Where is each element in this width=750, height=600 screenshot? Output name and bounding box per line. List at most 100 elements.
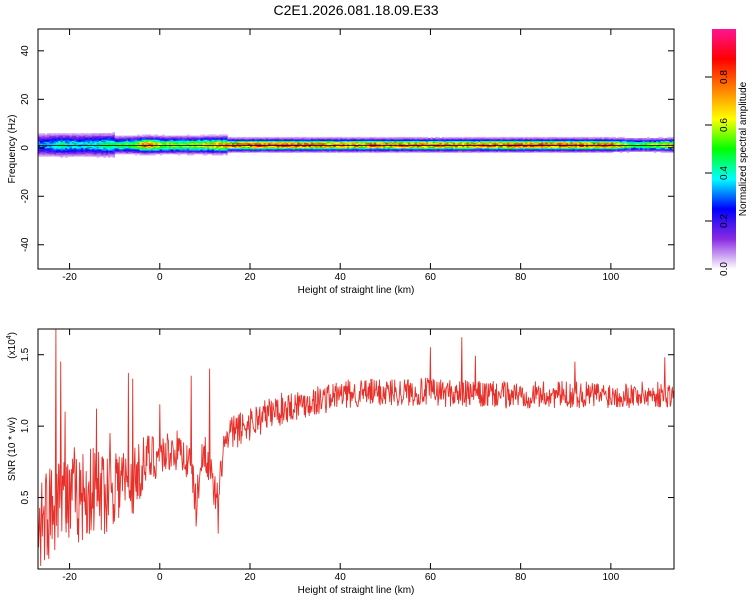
heat-cell (462, 149, 465, 151)
heat-cell (243, 136, 246, 139)
heat-cell (335, 139, 339, 141)
heat-cell (437, 140, 440, 143)
heat-cell (313, 139, 316, 141)
heat-cell (313, 140, 316, 143)
heat-cell (628, 144, 632, 146)
heat-cell (613, 146, 616, 149)
heat-cell (536, 151, 540, 154)
heat-cell (563, 138, 567, 140)
heat-cell (405, 150, 409, 152)
heat-cell (468, 149, 472, 151)
heat-cell (319, 146, 323, 149)
heat-cell (383, 145, 386, 147)
heat-cell (380, 149, 384, 151)
heat-cell (141, 142, 145, 145)
heat-cell (507, 149, 510, 151)
heat-cell (430, 142, 434, 145)
heat-cell (78, 136, 82, 139)
heat-cell (265, 145, 269, 147)
heat-cell (331, 140, 334, 143)
heat-cell (38, 147, 41, 150)
heat-cell (549, 144, 553, 146)
heat-cell (254, 145, 258, 147)
heat-cell (599, 151, 603, 154)
heat-cell (552, 138, 555, 140)
heat-cell (637, 145, 641, 147)
heat-cell (396, 145, 400, 147)
heat-cell (150, 144, 154, 146)
heat-cell (189, 149, 192, 151)
heat-cell (669, 144, 673, 146)
heat-cell (164, 138, 167, 140)
heat-cell (155, 139, 158, 141)
heat-cell (103, 151, 107, 154)
heat-cell (664, 140, 668, 143)
heat-cell (209, 135, 213, 138)
heat-cell (76, 153, 79, 156)
heat-cell (96, 149, 100, 151)
heat-cell (531, 144, 535, 146)
heat-cell (462, 138, 465, 140)
heat-cell (531, 136, 535, 139)
heat-cell (637, 150, 641, 152)
heat-cell (137, 138, 140, 140)
heat-cell (308, 140, 312, 143)
heat-cell (441, 139, 445, 141)
heat-cell (644, 139, 648, 141)
heat-cell (38, 134, 41, 137)
heat-cell (38, 138, 41, 140)
heat-cell (71, 147, 75, 150)
heat-cell (153, 147, 156, 150)
heat-cell (44, 135, 48, 138)
heat-cell (552, 147, 555, 150)
colorbar-tick-label: 0.6 (719, 118, 730, 132)
heat-cell (250, 150, 253, 152)
heat-cell (547, 142, 551, 145)
heat-cell (655, 145, 659, 147)
heat-cell (619, 149, 623, 151)
heat-cell (83, 136, 86, 139)
heat-cell (114, 146, 118, 149)
heat-cell (47, 152, 50, 155)
heat-cell (405, 142, 409, 145)
heat-cell (265, 144, 269, 146)
heat-cell (71, 146, 75, 149)
heat-cell (283, 136, 287, 139)
heat-cell (310, 149, 314, 151)
heat-cell (324, 147, 328, 150)
heat-cell (671, 147, 674, 150)
heat-cell (658, 138, 661, 140)
heat-cell (78, 144, 82, 146)
heat-cell (153, 151, 156, 154)
heat-cell (103, 141, 107, 144)
heat-cell (44, 134, 48, 137)
heat-cell (121, 135, 125, 138)
heat-cell (283, 142, 287, 145)
heat-cell (250, 136, 253, 139)
heat-cell (220, 142, 224, 145)
heat-cell (96, 153, 100, 156)
heat-cell (114, 136, 118, 139)
heat-cell (144, 136, 147, 139)
heat-cell (475, 141, 479, 144)
heat-cell (290, 136, 294, 139)
heat-cell (437, 150, 440, 152)
heat-cell (56, 135, 59, 138)
heat-cell (157, 140, 161, 143)
heat-cell (414, 150, 418, 152)
heat-cell (613, 139, 616, 141)
heat-cell (67, 151, 70, 154)
heat-cell (49, 155, 52, 157)
heat-cell (98, 152, 102, 155)
heat-cell (484, 139, 488, 141)
svg-text:(x104): (x104) (6, 332, 18, 359)
heat-cell (288, 147, 291, 150)
heat-cell (583, 141, 587, 144)
heat-cell (211, 142, 215, 145)
heat-cell (141, 153, 145, 156)
heat-cell (107, 150, 111, 152)
heat-cell (301, 149, 305, 151)
heat-cell (328, 144, 332, 146)
heat-cell (189, 138, 192, 140)
heat-cell (383, 151, 386, 154)
